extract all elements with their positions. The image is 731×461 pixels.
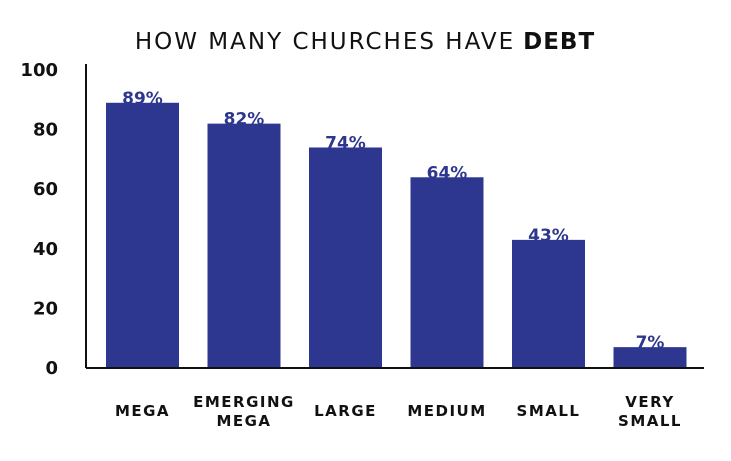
x-tick-label: MEGA: [216, 412, 271, 430]
data-label: 74%: [325, 133, 366, 153]
y-tick-label: 40: [33, 239, 58, 260]
bar: [207, 123, 281, 368]
x-tick-label: LARGE: [314, 402, 377, 420]
x-tick-label: SMALL: [517, 402, 581, 420]
bar: [512, 239, 585, 368]
y-tick-label: 0: [45, 358, 58, 379]
data-labels: 89% 82% 74% 64% 43% 7%: [122, 89, 664, 353]
x-tick-label: MEDIUM: [407, 402, 486, 420]
data-label: 64%: [427, 163, 468, 183]
bar: [106, 102, 179, 368]
bars: [106, 102, 687, 368]
data-label: 7%: [636, 333, 665, 353]
x-tick-label: SMALL: [618, 412, 682, 430]
x-tick-label: MEGA: [115, 402, 170, 420]
data-label: 43%: [528, 226, 569, 246]
y-tick-label: 60: [33, 179, 58, 200]
bar: [410, 177, 484, 368]
chart-title-emphasis: DEBT: [523, 29, 595, 55]
x-tick-label: EMERGING: [193, 393, 295, 411]
y-tick-label: 80: [33, 120, 58, 141]
chart-title-prefix: HOW MANY CHURCHES HAVE: [135, 29, 515, 55]
chart-title: HOW MANY CHURCHES HAVE DEBT: [135, 29, 595, 55]
data-label: 82%: [224, 110, 265, 130]
bar: [309, 147, 382, 368]
bar: [613, 347, 687, 368]
y-axis-ticks: 0 20 40 60 80 100: [20, 60, 58, 379]
y-tick-label: 100: [20, 60, 58, 81]
y-tick-label: 20: [33, 298, 58, 319]
data-label: 89%: [122, 89, 163, 109]
x-tick-label: VERY: [625, 393, 674, 411]
